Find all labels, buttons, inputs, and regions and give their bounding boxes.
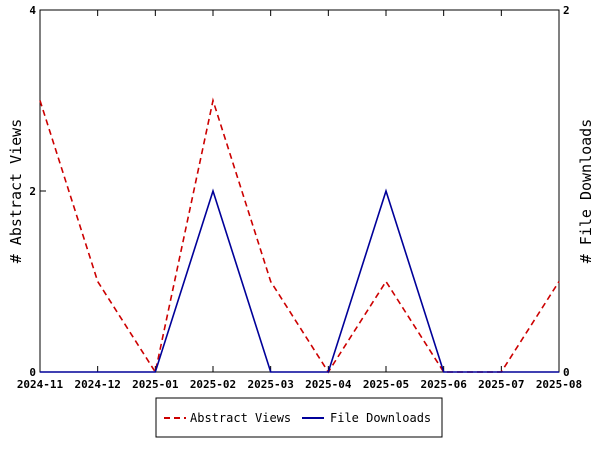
series-line-file-downloads (40, 188, 559, 373)
legend-label-abstract-views: Abstract Views (190, 411, 291, 425)
y-right-tick-label: 0 (563, 366, 570, 379)
plot-area (39, 9, 560, 373)
y-left-tick-label: 0 (29, 366, 36, 379)
x-tick-label: 2025-07 (478, 378, 524, 391)
y-right-tick-label: 2 (563, 4, 570, 17)
x-tick-label: 2024-11 (17, 378, 64, 391)
x-tick-label: 2025-06 (420, 378, 467, 391)
legend: Abstract Views File Downloads (155, 397, 443, 438)
x-axis: 2024-11 2024-12 2025-01 2025-02 2025-03 2025-… (17, 10, 582, 391)
series-layer (39, 97, 560, 375)
legend-box (155, 397, 443, 438)
y-left-tick-label: 2 (29, 185, 36, 198)
x-tick-label: 2024-12 (74, 378, 120, 391)
y-left-tick-label: 4 (29, 4, 36, 17)
x-tick-label: 2025-01 (132, 378, 179, 391)
x-tick-label: 2025-03 (247, 378, 293, 391)
x-tick-label: 2025-08 (536, 378, 582, 391)
x-tick-label: 2025-05 (363, 378, 409, 391)
x-tick-label: 2025-02 (190, 378, 236, 391)
legend-label-file-downloads: File Downloads (330, 411, 431, 425)
y-axis-right-title: # File Downloads (577, 119, 595, 264)
x-tick-label: 2025-04 (305, 378, 352, 391)
y-axis-left-title: # Abstract Views (7, 119, 25, 264)
